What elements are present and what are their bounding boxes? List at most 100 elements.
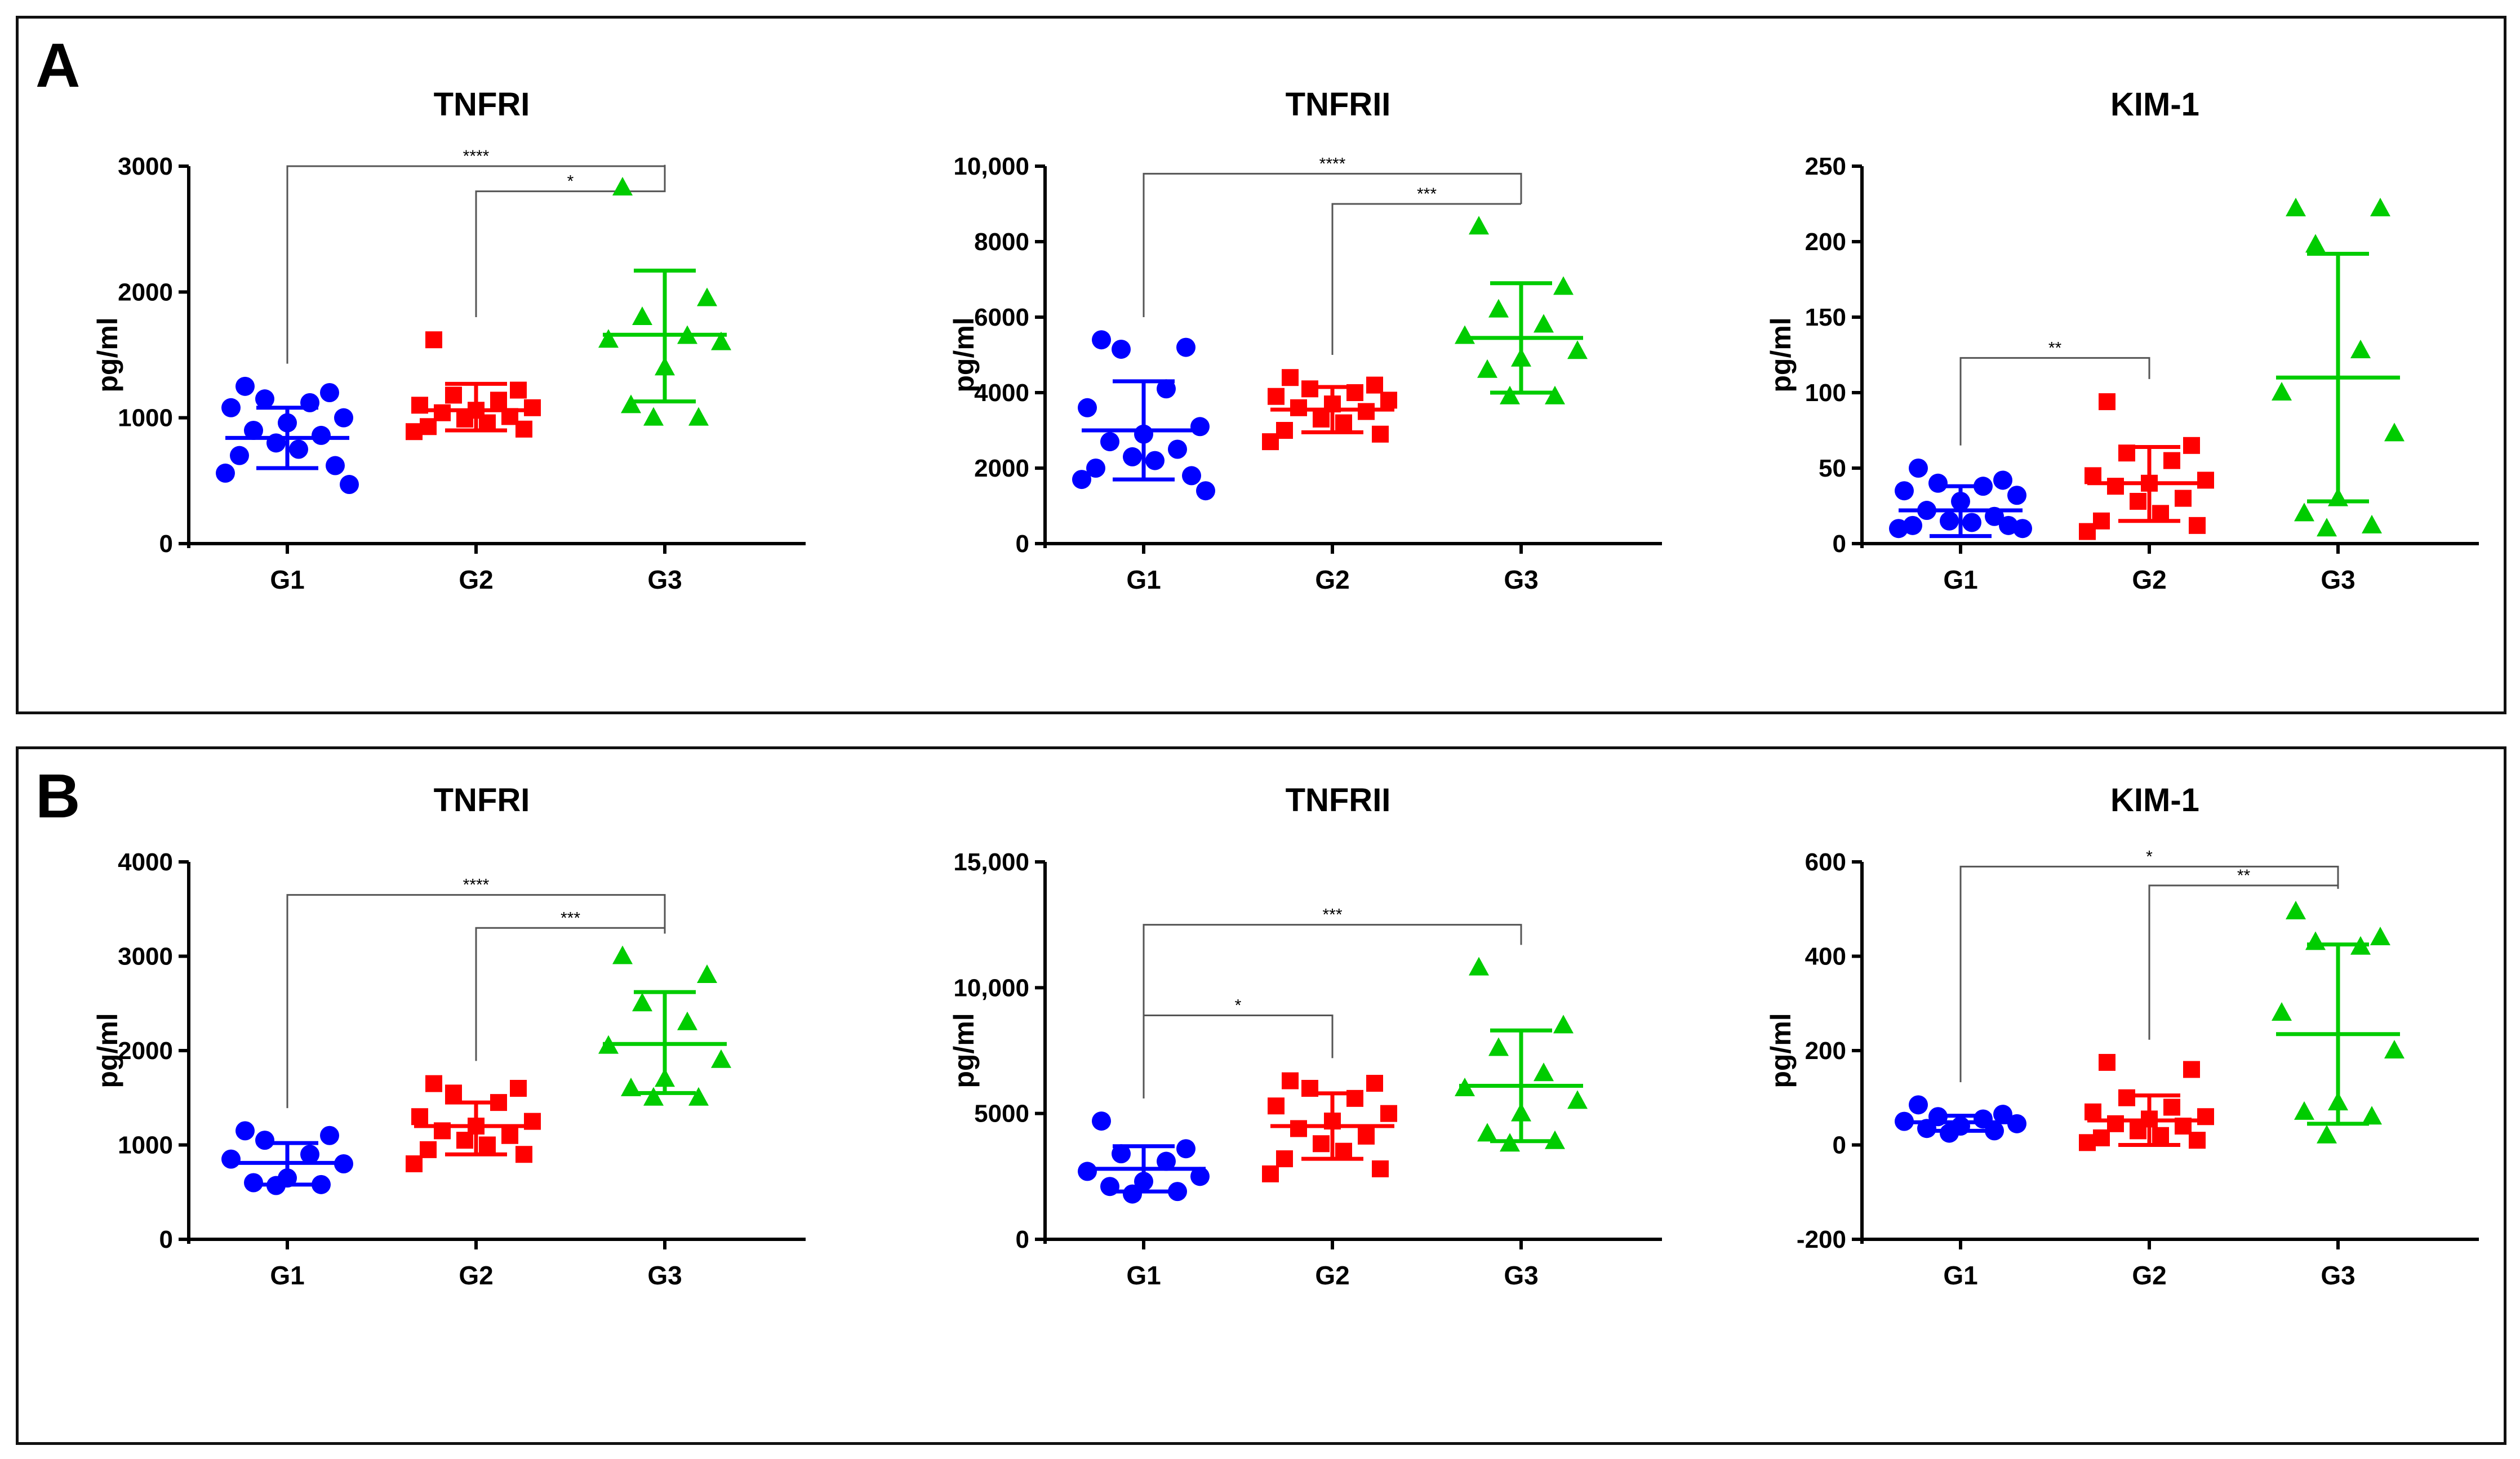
- y-tick-label: 0: [1016, 530, 1029, 558]
- panel-a: A: [16, 16, 2506, 714]
- data-point: [688, 407, 709, 426]
- data-point: [1553, 1015, 1574, 1034]
- data-point: [1372, 425, 1389, 443]
- data-point: [406, 423, 423, 441]
- data-point: [2286, 198, 2306, 217]
- significance-bracket: [286, 894, 666, 1109]
- data-point: [501, 1127, 518, 1144]
- y-axis-label: pg/ml: [1765, 1013, 1797, 1088]
- data-point: [2152, 1127, 2169, 1144]
- data-point: [406, 1155, 423, 1172]
- y-tick-label: 6000: [974, 304, 1029, 331]
- x-category-label: G2: [1315, 565, 1349, 594]
- data-point: [1157, 379, 1176, 399]
- data-point: [2189, 1132, 2206, 1149]
- data-point: [420, 1141, 437, 1158]
- y-tick-label: 0: [1833, 530, 1846, 558]
- significance-label: ****: [463, 876, 490, 895]
- data-point: [632, 306, 652, 325]
- data-point: [1469, 957, 1489, 976]
- x-category-label: G2: [2132, 1261, 2166, 1290]
- x-category-label: G3: [1504, 1261, 1538, 1290]
- data-point: [1940, 511, 1959, 531]
- data-point: [1358, 1127, 1375, 1145]
- data-point: [2130, 492, 2146, 510]
- data-point: [1545, 385, 1565, 404]
- data-point: [456, 1132, 473, 1149]
- data-point: [1985, 1121, 2004, 1141]
- x-category-label: G1: [1126, 565, 1161, 594]
- y-tick-label: -200: [1797, 1226, 1846, 1253]
- panel-label: B: [35, 762, 81, 831]
- data-point: [711, 1049, 731, 1068]
- significance-bracket: [475, 927, 666, 1061]
- y-tick-label: 0: [1016, 1226, 1029, 1253]
- data-point: [312, 425, 331, 445]
- data-point: [510, 1080, 527, 1097]
- data-point: [1290, 1120, 1307, 1137]
- y-axis-label: pg/ml: [92, 1013, 123, 1088]
- y-tick-label: 4000: [118, 848, 173, 876]
- data-point: [2130, 1122, 2146, 1140]
- data-point: [1078, 1162, 1097, 1181]
- data-point: [1895, 481, 1914, 501]
- data-point: [2294, 502, 2314, 522]
- significance-bracket: [1143, 924, 1522, 1098]
- y-axis-label: pg/ml: [1765, 317, 1797, 392]
- data-point: [1157, 1151, 1176, 1171]
- panel-label: A: [35, 31, 81, 100]
- data-point: [643, 1087, 664, 1106]
- data-point: [1182, 466, 1201, 486]
- data-point: [244, 1173, 263, 1193]
- x-category-label: G3: [1504, 565, 1538, 594]
- data-point: [697, 287, 717, 306]
- data-point: [1092, 330, 1111, 350]
- data-point: [621, 394, 641, 413]
- data-point: [1962, 513, 1981, 532]
- data-point: [1567, 1090, 1588, 1109]
- significance-label: ***: [1417, 185, 1437, 203]
- x-category-label: G1: [1126, 1261, 1161, 1290]
- data-point: [1086, 459, 1105, 478]
- data-point: [2317, 1124, 2337, 1144]
- data-point: [632, 993, 652, 1012]
- data-point: [300, 1145, 319, 1164]
- data-point: [340, 475, 359, 495]
- significance-bracket: [475, 164, 666, 317]
- data-point: [320, 1126, 339, 1145]
- significance-bracket: [1331, 203, 1521, 355]
- data-point: [1335, 414, 1352, 432]
- data-point: [2107, 478, 2124, 495]
- data-point: [1366, 1075, 1383, 1092]
- data-point: [1262, 433, 1279, 451]
- data-point: [1366, 376, 1383, 394]
- chart-title: TNFRII: [1286, 86, 1391, 123]
- panel-b: B: [16, 746, 2506, 1445]
- data-point: [2305, 234, 2326, 253]
- data-point: [1268, 388, 1285, 405]
- data-point: [1545, 1130, 1565, 1149]
- y-tick-label: 1000: [118, 1132, 173, 1159]
- data-point: [2294, 1101, 2314, 1120]
- data-point: [1993, 470, 2012, 490]
- data-point: [677, 1011, 697, 1030]
- chart-title: TNFRI: [434, 86, 530, 123]
- data-point: [2163, 1098, 2180, 1116]
- data-point: [1372, 1160, 1389, 1177]
- data-point: [2107, 1115, 2124, 1132]
- chart-title: KIM-1: [2110, 782, 2199, 819]
- x-category-label: G1: [1943, 1261, 1977, 1290]
- significance-label: ****: [463, 147, 490, 166]
- data-point: [1534, 314, 1554, 333]
- data-point: [1168, 439, 1187, 459]
- y-tick-label: 200: [1805, 1037, 1846, 1065]
- data-point: [334, 408, 353, 428]
- data-point: [1196, 481, 1215, 501]
- y-tick-label: 2000: [118, 278, 173, 306]
- data-point: [230, 446, 249, 465]
- data-point: [510, 381, 527, 399]
- data-point: [479, 1136, 496, 1154]
- y-tick-label: 15,000: [953, 848, 1029, 876]
- data-point: [326, 456, 345, 475]
